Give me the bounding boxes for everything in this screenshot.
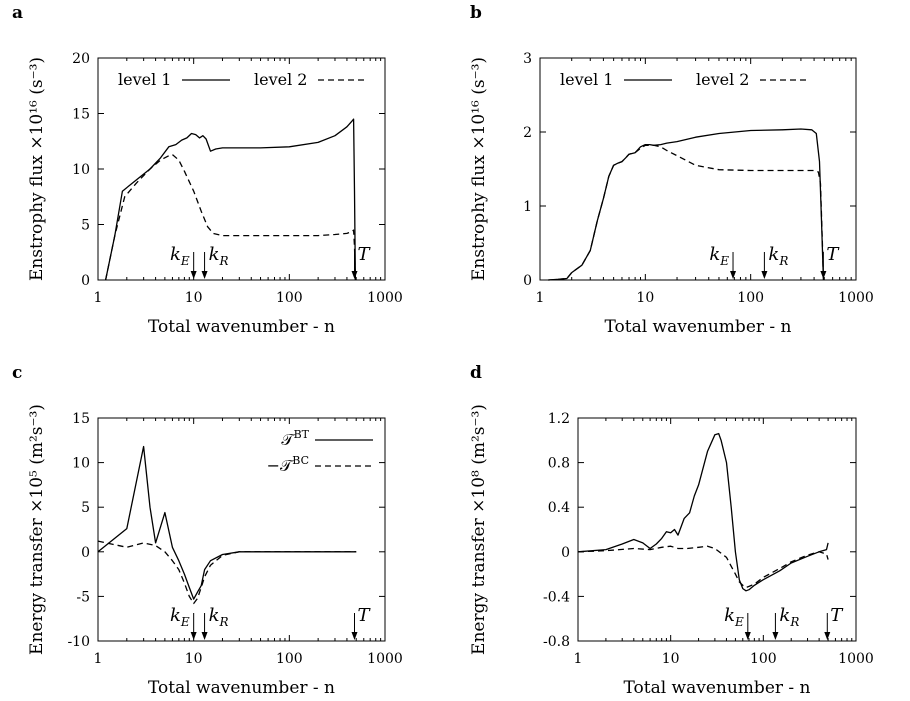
panel-label: a: [12, 3, 23, 23]
marker-label: T: [358, 605, 372, 626]
marker-arrow-head: [820, 271, 827, 279]
series-line-dashed: [104, 153, 357, 281]
panel-label: d: [470, 363, 482, 383]
y-tick-label: 2: [523, 125, 532, 141]
y-tick-label: 0: [81, 273, 90, 289]
x-tick-label: 10: [636, 290, 654, 306]
x-tick-label: 1: [94, 651, 103, 667]
x-tick-label: 100: [276, 651, 303, 667]
legend-label: 𝒯BT: [281, 428, 309, 449]
marker-label: kE: [709, 244, 729, 268]
y-tick-label: -5: [76, 589, 90, 605]
plot-frame: [97, 57, 386, 281]
y-tick-label: 0.4: [548, 500, 570, 516]
x-tick-label: 100: [737, 290, 764, 306]
panel-label: b: [470, 3, 482, 23]
marker-arrow-head: [201, 632, 208, 640]
x-tick-label: 10: [185, 651, 203, 667]
x-axis-label: Total wavenumber - n: [148, 678, 335, 698]
y-tick-label: 0.8: [548, 456, 570, 472]
marker-arrow-head: [351, 271, 358, 279]
y-axis-label: Energy transfer ×10⁸ (m²s⁻³): [469, 404, 489, 655]
marker-label: kE: [170, 605, 190, 629]
x-tick-label: 100: [276, 290, 303, 306]
series-line-dashed: [577, 545, 829, 589]
y-tick-label: 20: [72, 51, 90, 67]
series-line-dashed: [548, 144, 825, 281]
legend-label: level 2: [254, 70, 307, 89]
x-tick-label: 1000: [838, 290, 874, 306]
plot-frame: [577, 417, 857, 642]
marker-arrow-head: [744, 632, 751, 640]
y-axis-label: Energy transfer ×10⁵ (m²s⁻³): [27, 404, 47, 655]
x-tick-label: 10: [662, 651, 680, 667]
panel-a: a 1 10 100 1000 0 5 10 15 20 Total wavenumber - n E…: [12, 3, 403, 337]
y-tick-label: 0: [81, 545, 90, 561]
y-tick-label: 1.2: [548, 411, 570, 427]
y-axis-label: Enstrophy flux ×10¹⁶ (s⁻³): [469, 57, 489, 281]
y-axis-label: Enstrophy flux ×10¹⁶ (s⁻³): [27, 57, 47, 281]
marker-label: kR: [768, 244, 788, 268]
series-line-dashed: [97, 540, 357, 605]
marker-label: T: [830, 605, 844, 626]
marker-arrow-head: [201, 271, 208, 279]
panel-label: c: [12, 363, 22, 383]
y-tick-label: 0: [523, 273, 532, 289]
marker-label: kR: [209, 244, 229, 268]
x-tick-label: 100: [750, 651, 777, 667]
legend-label: level 2: [696, 70, 749, 89]
marker-arrow-head: [190, 632, 197, 640]
legend-label: level 1: [118, 70, 171, 89]
y-tick-label: 5: [81, 218, 90, 234]
y-tick-label: 10: [72, 456, 90, 472]
x-tick-label: 1000: [367, 651, 403, 667]
legend-label: −𝒯BC: [267, 454, 309, 475]
marker-label: kR: [779, 605, 799, 629]
y-tick-label: -0.4: [543, 589, 570, 605]
x-axis-label: Total wavenumber - n: [624, 678, 811, 698]
marker-arrow-head: [761, 271, 768, 279]
x-axis-label: Total wavenumber - n: [148, 317, 335, 337]
plot-frame: [97, 417, 386, 642]
legend-label: level 1: [560, 70, 613, 89]
y-tick-label: -0.8: [543, 634, 570, 650]
x-tick-label: 10: [185, 290, 203, 306]
y-tick-label: 3: [523, 51, 532, 67]
marker-arrow-head: [190, 271, 197, 279]
marker-label: T: [358, 244, 372, 265]
marker-label: T: [826, 244, 840, 265]
marker-arrow-head: [351, 632, 358, 640]
marker-arrow-head: [730, 271, 737, 279]
y-tick-label: 0: [561, 545, 570, 561]
x-tick-label: 1000: [838, 651, 874, 667]
marker-label: kE: [170, 244, 190, 268]
y-tick-label: 1: [523, 199, 532, 215]
x-tick-label: 1000: [367, 290, 403, 306]
series-line-solid: [97, 445, 357, 600]
y-tick-label: -10: [67, 634, 90, 650]
marker-arrow-head: [772, 632, 779, 640]
y-tick-label: 5: [81, 500, 90, 516]
series-line-solid: [104, 118, 357, 281]
y-tick-label: 10: [72, 162, 90, 178]
x-tick-label: 1: [94, 290, 103, 306]
y-tick-label: 15: [72, 107, 90, 123]
x-tick-label: 1: [536, 290, 545, 306]
y-tick-label: 15: [72, 411, 90, 427]
plot-frame: [539, 57, 857, 281]
x-tick-label: 1: [574, 651, 583, 667]
marker-label: kR: [209, 605, 229, 629]
marker-arrow-head: [824, 632, 831, 640]
series-line-solid: [577, 432, 829, 592]
panel-c: c 1 10 100 1000 -10 -5 0 5 10 15 Total wavenumber -…: [12, 363, 403, 698]
panel-d: d 1 10 100 1000 -0.8 -0.4 0 0.4 0.8 1.2 Total waven…: [469, 363, 874, 698]
x-axis-label: Total wavenumber - n: [605, 317, 792, 337]
marker-label: kE: [724, 605, 744, 629]
